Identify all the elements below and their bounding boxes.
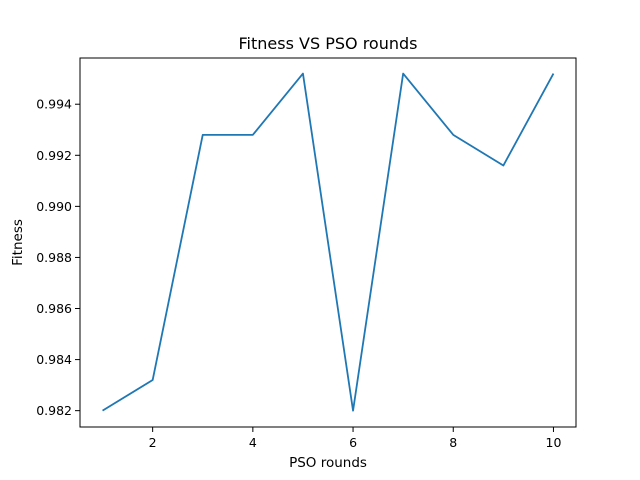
y-tick-label: 0.986 (36, 301, 72, 316)
series-line (102, 72, 555, 412)
y-tick-label: 0.984 (36, 352, 72, 367)
x-tick-label: 8 (449, 435, 457, 450)
y-tick-label: 0.988 (36, 250, 72, 265)
x-tick-label: 4 (249, 435, 257, 450)
y-axis-label: Fitness (10, 219, 26, 266)
x-tick-label: 10 (546, 435, 562, 450)
ticks-layer: 2 4 6 8 10 0.982 0.984 0.986 0.988 0.990 0.992 0.99… (36, 97, 561, 450)
x-tick-label: 2 (149, 435, 157, 450)
chart-title: Fitness VS PSO rounds (239, 34, 418, 53)
x-axis-label: PSO rounds (289, 455, 367, 471)
x-tick-label: 6 (349, 435, 357, 450)
plot-frame (79, 57, 577, 428)
y-tick-label: 0.982 (36, 403, 72, 418)
y-tick-label: 0.994 (36, 97, 72, 112)
series-layer (102, 72, 555, 412)
y-tick-label: 0.990 (36, 199, 72, 214)
y-tick-label: 0.992 (36, 148, 72, 163)
